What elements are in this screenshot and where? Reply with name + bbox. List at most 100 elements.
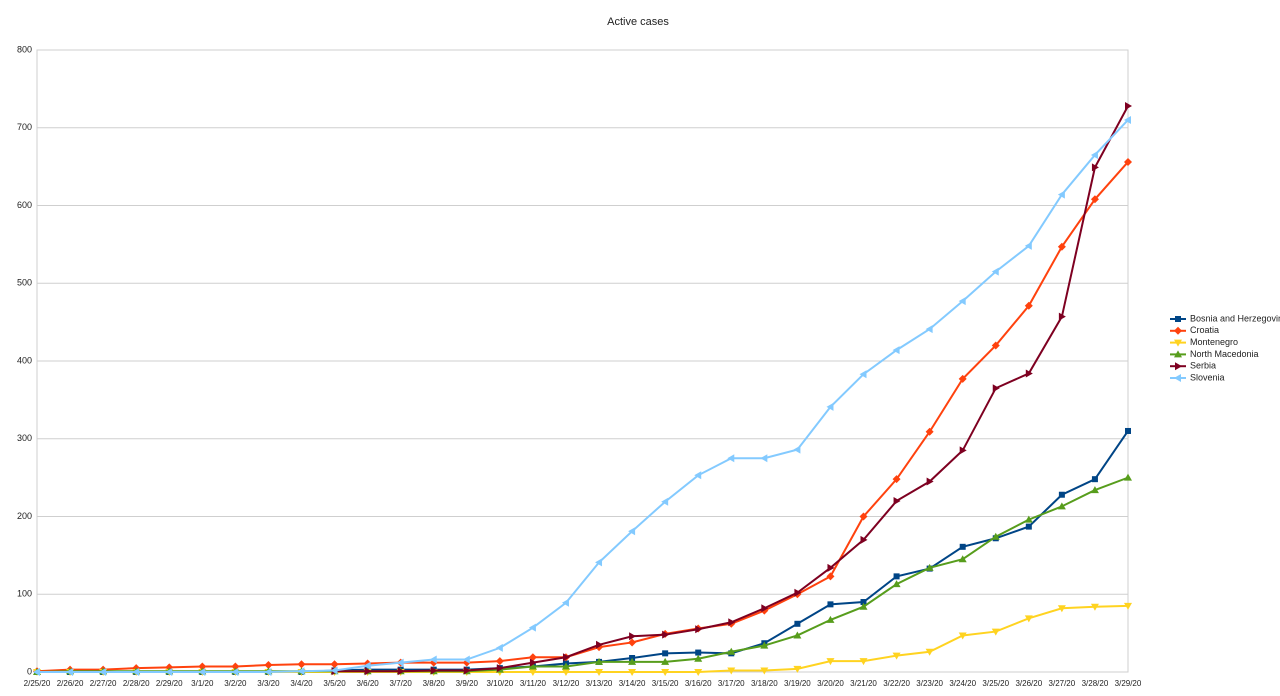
x-tick-label: 3/28/20: [1082, 679, 1109, 688]
data-point: [1024, 515, 1033, 523]
data-point: [695, 625, 703, 634]
data-point: [662, 630, 670, 639]
data-point: [727, 454, 735, 463]
y-tick-label: 700: [17, 122, 32, 132]
legend-label: Slovenia: [1190, 372, 1225, 382]
data-point: [892, 580, 901, 588]
data-point: [1124, 602, 1132, 610]
data-point: [463, 666, 471, 675]
data-point: [1025, 523, 1032, 530]
legend-label: Serbia: [1190, 361, 1216, 371]
data-point: [595, 657, 604, 665]
data-point: [628, 657, 637, 665]
data-point: [1057, 605, 1066, 613]
data-point: [794, 620, 801, 627]
data-point: [892, 346, 900, 355]
series-line: [36, 161, 1129, 673]
x-tick-label: 3/29/20: [1115, 679, 1142, 688]
data-point: [330, 666, 338, 675]
data-point: [496, 664, 504, 673]
y-tick-label: 200: [17, 511, 32, 521]
data-point: [860, 599, 867, 606]
data-point: [1090, 486, 1099, 494]
data-point: [827, 563, 835, 572]
data-point: [958, 297, 966, 306]
data-point: [1124, 473, 1132, 481]
data-point: [694, 471, 702, 480]
data-point: [991, 532, 1000, 540]
data-point: [132, 668, 140, 676]
data-point: [297, 667, 305, 676]
data-point: [662, 650, 669, 657]
x-tick-label: 3/15/20: [652, 679, 679, 688]
data-point: [397, 667, 405, 676]
x-tick-label: 2/29/20: [156, 679, 183, 688]
data-point: [760, 454, 768, 463]
series: [33, 473, 1132, 675]
data-point: [1091, 476, 1098, 483]
data-point: [1090, 150, 1098, 159]
data-point: [661, 497, 669, 506]
series-line: [334, 105, 1129, 673]
data-point: [529, 658, 537, 667]
x-tick-label: 3/2/20: [224, 679, 247, 688]
x-tick-label: 3/25/20: [982, 679, 1009, 688]
data-point: [264, 661, 273, 670]
data-point: [364, 667, 372, 676]
x-tick-label: 3/4/20: [290, 679, 313, 688]
data-point: [1058, 491, 1065, 498]
data-point: [198, 668, 206, 676]
x-tick-label: 3/10/20: [486, 679, 513, 688]
data-point: [1090, 603, 1099, 611]
data-point: [793, 445, 801, 454]
x-tick-label: 3/1/20: [191, 679, 214, 688]
data-point: [1024, 301, 1033, 310]
x-tick-label: 3/19/20: [784, 679, 811, 688]
data-point: [760, 667, 769, 675]
data-point: [429, 655, 437, 664]
data-point: [793, 631, 802, 639]
x-tick-label: 3/11/20: [520, 679, 547, 688]
data-point: [991, 267, 999, 276]
data-point: [430, 666, 438, 675]
data-point: [661, 669, 670, 676]
data-point: [1124, 157, 1132, 166]
data-point: [694, 669, 703, 676]
data-point: [958, 374, 967, 383]
data-point: [925, 325, 933, 334]
data-point: [561, 669, 570, 676]
data-point: [561, 662, 570, 670]
data-point: [595, 669, 604, 676]
x-tick-label: 3/18/20: [751, 679, 778, 688]
data-point: [859, 602, 868, 610]
data-point: [959, 543, 966, 550]
data-point: [528, 623, 536, 632]
legend-marker: [1175, 362, 1182, 371]
x-tick-label: 3/8/20: [423, 679, 446, 688]
data-point: [628, 527, 636, 536]
y-tick-label: 400: [17, 355, 32, 365]
chart-title: Active cases: [607, 16, 669, 28]
x-tick-label: 3/22/20: [883, 679, 910, 688]
data-point: [958, 555, 967, 563]
data-point: [794, 588, 802, 597]
legend-marker: [1174, 374, 1181, 382]
data-point: [1124, 115, 1131, 124]
x-tick-label: 3/3/20: [257, 679, 280, 688]
legend-label: Croatia: [1190, 325, 1219, 335]
data-point: [528, 662, 537, 670]
series-line: [37, 119, 1129, 673]
data-point: [892, 475, 901, 484]
x-tick-label: 2/26/20: [57, 679, 84, 688]
legend-marker: [1174, 339, 1182, 347]
x-tick-label: 3/17/20: [718, 679, 745, 688]
data-point: [760, 641, 769, 649]
legend-label: North Macedonia: [1190, 349, 1259, 359]
y-tick-label: 0: [27, 666, 32, 676]
data-point: [528, 669, 537, 676]
data-point: [99, 668, 107, 676]
x-tick-label: 3/7/20: [390, 679, 413, 688]
legend-label: Bosnia and Herzegovina: [1190, 313, 1280, 323]
